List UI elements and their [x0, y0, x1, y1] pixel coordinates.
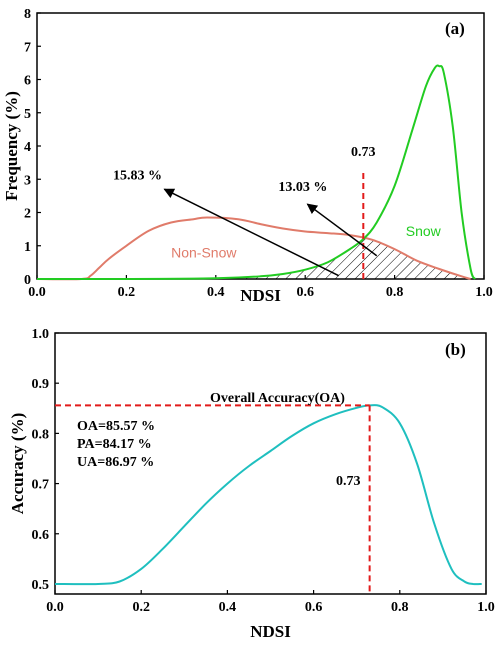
arrow-15-83 — [163, 188, 340, 277]
panel-b-series — [54, 404, 482, 594]
metric-oa: OA=85.57 % — [77, 419, 155, 434]
annotation-13-03: 13.03 % — [278, 180, 327, 195]
panel-a-x-tick-label: 0.4 — [207, 285, 225, 300]
panel-a-x-axis-label: NDSI — [240, 286, 281, 305]
panel-a-y-tick-label: 7 — [24, 40, 31, 55]
panel-a-label: (a) — [445, 19, 465, 38]
panel-a-annotation-arrows — [163, 188, 378, 277]
panel-b-y-axis-label: Accuracy (%) — [8, 413, 27, 515]
panel-a-hatched-overlap — [215, 237, 471, 279]
panel-a-y-tick-label: 4 — [24, 140, 31, 155]
panel-a-y-axis-label: Frequency (%) — [2, 91, 21, 201]
panel-a-x-tick-label: 0.0 — [28, 285, 46, 300]
panel-b-x-tick-label: 0.2 — [132, 600, 150, 615]
panel-b-x-tick-label: 0.0 — [46, 600, 64, 615]
panel-a-series — [36, 64, 477, 281]
panel-b-threshold-label: 0.73 — [336, 474, 361, 489]
panel-a-ticks: 0.0 0.2 0.4 0.6 0.8 1.0 0 1 2 3 4 5 6 7 8 — [24, 7, 493, 300]
panel-a: 0.0 0.2 0.4 0.6 0.8 1.0 0 1 2 3 4 5 6 7 8 NDSI Frequen… — [2, 7, 493, 305]
panel-a-y-tick-label: 3 — [24, 173, 31, 188]
panel-a-x-tick-label: 0.6 — [296, 285, 314, 300]
panel-a-y-tick-label: 0 — [24, 273, 31, 288]
panel-b-y-tick-label: 0.6 — [32, 528, 50, 543]
arrow-13-03 — [306, 203, 378, 257]
overall-accuracy-label: Overall Accuracy(OA) — [210, 391, 345, 406]
panel-a-x-tick-label: 0.8 — [386, 285, 404, 300]
panel-a-x-tick-label: 0.2 — [118, 285, 136, 300]
hatch-region-non-snow-above-threshold — [363, 237, 471, 279]
panel-a-y-tick-label: 2 — [24, 207, 31, 222]
panel-b-x-tick-label: 1.0 — [477, 600, 495, 615]
panel-b-x-axis-label: NDSI — [250, 622, 291, 641]
panel-a-y-tick-label: 8 — [24, 7, 31, 22]
panel-b-x-tick-label: 0.4 — [219, 600, 237, 615]
panel-b-y-tick-label: 0.7 — [32, 478, 50, 493]
panel-a-y-tick-label: 6 — [24, 74, 31, 89]
panel-a-threshold-label: 0.73 — [351, 145, 376, 160]
panel-b-y-tick-label: 0.8 — [32, 427, 50, 442]
panel-a-plot-area — [36, 12, 485, 280]
non-snow-label: Non-Snow — [171, 244, 237, 260]
snow-curve — [36, 64, 477, 281]
annotation-15-83: 15.83 % — [113, 168, 162, 183]
panel-b-y-tick-label: 1.0 — [32, 327, 50, 342]
panel-b-x-tick-label: 0.8 — [391, 600, 409, 615]
panel-b: 0.0 0.2 0.4 0.6 0.8 1.0 0.5 0.6 0.7 0.8 0.9 1.0 NDS… — [8, 327, 495, 641]
metric-pa: PA=84.17 % — [77, 437, 152, 452]
metric-ua: UA=86.97 % — [77, 455, 154, 470]
panel-b-x-tick-label: 0.6 — [305, 600, 323, 615]
panel-a-y-tick-label: 1 — [24, 240, 31, 255]
panel-b-label: (b) — [445, 340, 466, 359]
panel-a-y-tick-label: 5 — [24, 107, 31, 122]
panel-b-ticks: 0.0 0.2 0.4 0.6 0.8 1.0 0.5 0.6 0.7 0.8 0.9 1.0 — [32, 327, 495, 615]
accuracy-curve — [54, 404, 482, 586]
panel-b-y-tick-label: 0.5 — [32, 578, 50, 593]
panel-b-plot-area — [54, 332, 487, 595]
panel-b-y-tick-label: 0.9 — [32, 377, 50, 392]
panel-a-x-tick-label: 1.0 — [475, 285, 493, 300]
non-snow-curve — [36, 216, 471, 281]
snow-label: Snow — [406, 223, 442, 239]
